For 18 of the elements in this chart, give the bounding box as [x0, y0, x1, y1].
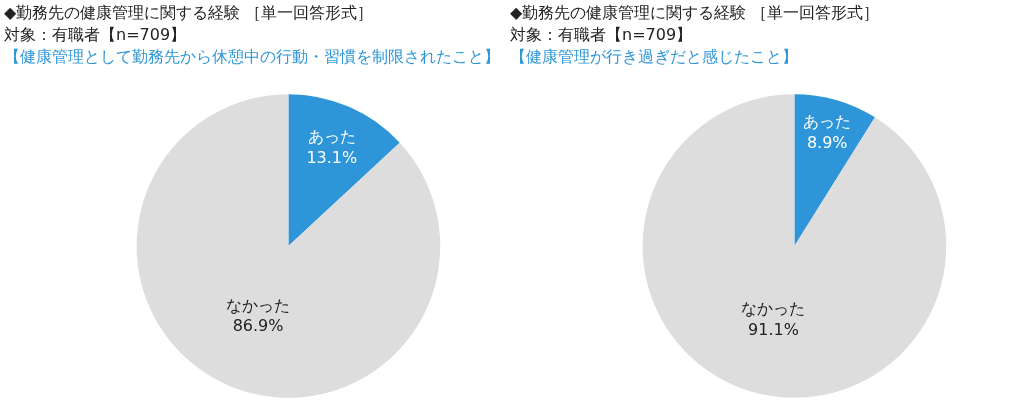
- slice-label: あった: [307, 126, 356, 146]
- data-label: 13.1%: [306, 147, 358, 167]
- pie-slice: [136, 94, 441, 398]
- pie-slice: [288, 94, 400, 246]
- data-label: 91.1%: [748, 319, 799, 339]
- slice-label: あった: [803, 111, 852, 131]
- chart-title: ◆勤務先の健康管理に関する経験 ［単一回答形式］: [510, 2, 880, 24]
- data-label: 8.9%: [806, 132, 848, 152]
- text: 【健康管理が行き過ぎだと感じたこと】: [510, 47, 799, 68]
- pie-slice: [794, 94, 875, 246]
- data-label: 86.9%: [232, 316, 284, 336]
- chart-subtitle: 対象：有職者【n=709】: [4, 24, 188, 46]
- chart-subtitle: 対象：有職者【n=709】: [510, 24, 694, 46]
- slice-label: なかった: [741, 299, 806, 319]
- pie-slice: [642, 94, 947, 398]
- slice-label: なかった: [226, 295, 291, 315]
- chart-title: ◆勤務先の健康管理に関する経験 ［単一回答形式］: [4, 2, 375, 24]
- text: 【健康管理として勤務先から休憩中の行動・習慣を制限されたこと】: [4, 47, 500, 68]
